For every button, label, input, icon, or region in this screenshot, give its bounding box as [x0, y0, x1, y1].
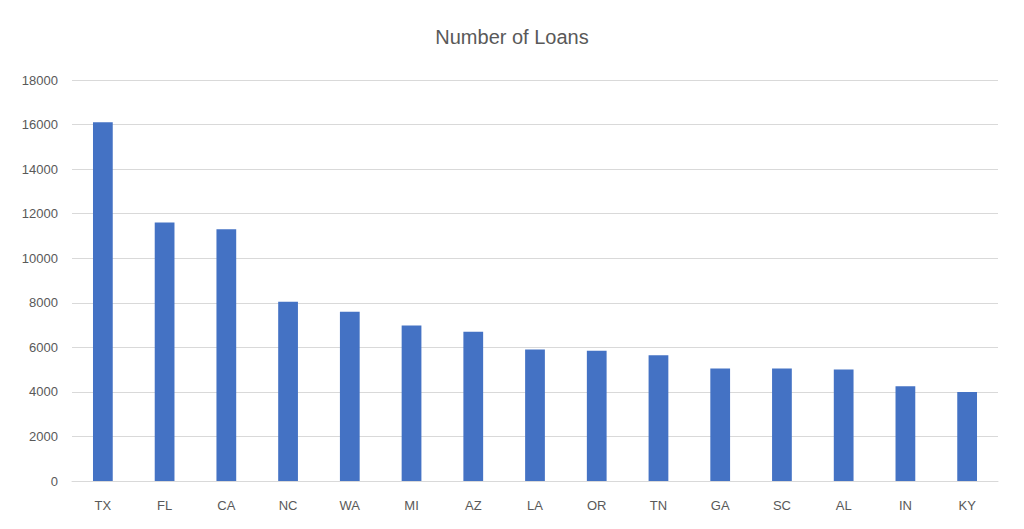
svg-text:CA: CA	[217, 498, 235, 513]
svg-text:2000: 2000	[29, 429, 58, 444]
svg-text:18000: 18000	[22, 73, 58, 88]
svg-text:FL: FL	[157, 498, 172, 513]
svg-text:AZ: AZ	[465, 498, 482, 513]
svg-text:KY: KY	[958, 498, 976, 513]
svg-text:8000: 8000	[29, 295, 58, 310]
svg-text:Number of Loans: Number of Loans	[435, 26, 588, 48]
svg-text:TX: TX	[95, 498, 112, 513]
svg-text:14000: 14000	[22, 162, 58, 177]
svg-text:IN: IN	[899, 498, 912, 513]
svg-text:12000: 12000	[22, 206, 58, 221]
svg-text:AL: AL	[836, 498, 852, 513]
svg-text:WA: WA	[340, 498, 361, 513]
svg-text:10000: 10000	[22, 251, 58, 266]
svg-text:OR: OR	[587, 498, 607, 513]
svg-text:4000: 4000	[29, 384, 58, 399]
svg-text:0: 0	[51, 474, 58, 489]
svg-text:GA: GA	[711, 498, 730, 513]
svg-text:SC: SC	[773, 498, 791, 513]
svg-text:6000: 6000	[29, 340, 58, 355]
svg-text:LA: LA	[527, 498, 543, 513]
svg-text:NC: NC	[279, 498, 298, 513]
svg-text:MI: MI	[404, 498, 418, 513]
svg-text:16000: 16000	[22, 117, 58, 132]
svg-text:TN: TN	[650, 498, 667, 513]
